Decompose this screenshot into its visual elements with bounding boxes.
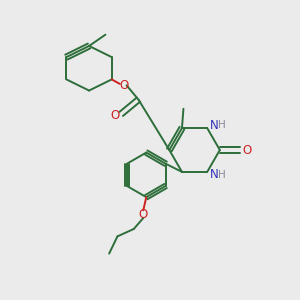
Text: O: O (119, 79, 128, 92)
Text: N: N (210, 118, 219, 132)
Text: H: H (218, 170, 226, 180)
Text: O: O (110, 109, 119, 122)
Text: O: O (139, 208, 148, 221)
Text: N: N (210, 168, 219, 182)
Text: H: H (218, 120, 226, 130)
Text: O: O (242, 143, 251, 157)
